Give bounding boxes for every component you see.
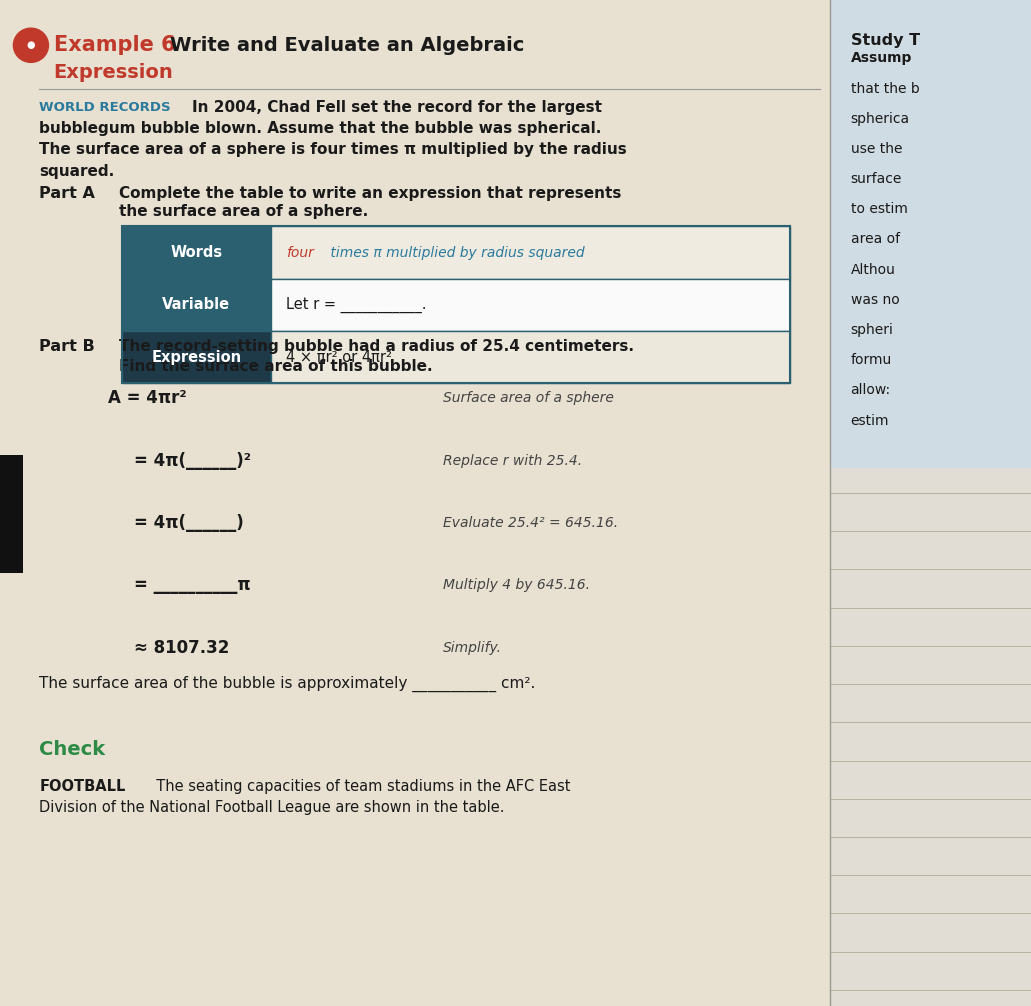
Text: spherica: spherica	[851, 112, 909, 126]
Text: that the b: that the b	[851, 81, 920, 96]
Bar	[122, 279, 271, 331]
Text: squared.: squared.	[39, 164, 114, 178]
Text: Simplify.: Simplify.	[443, 641, 502, 655]
Text: In 2004, Chad Fell set the record for the largest: In 2004, Chad Fell set the record for th…	[192, 101, 602, 115]
Text: Part A: Part A	[39, 186, 95, 200]
Text: was no: was no	[851, 293, 899, 307]
Text: The seating capacities of team stadiums in the AFC East: The seating capacities of team stadiums …	[147, 780, 571, 794]
Text: allow:: allow:	[851, 383, 891, 397]
Bar	[122, 331, 271, 383]
Text: Assump: Assump	[851, 51, 912, 65]
Text: A = 4πr²: A = 4πr²	[108, 389, 187, 407]
Text: Replace r with 25.4.: Replace r with 25.4.	[443, 454, 583, 468]
Text: Expression: Expression	[54, 63, 173, 81]
Bar	[271, 331, 790, 383]
Text: The record-setting bubble had a radius of 25.4 centimeters.: The record-setting bubble had a radius o…	[119, 339, 634, 353]
Text: Words: Words	[170, 245, 223, 260]
Text: Complete the table to write an expression that represents: Complete the table to write an expressio…	[119, 186, 621, 200]
Bar	[0, 455, 23, 573]
Text: Multiply 4 by 645.16.: Multiply 4 by 645.16.	[443, 578, 591, 593]
Text: Althou: Althou	[851, 263, 896, 277]
Text: Study T: Study T	[851, 33, 920, 47]
Text: area of: area of	[851, 232, 900, 246]
Text: Division of the National Football League are shown in the table.: Division of the National Football League…	[39, 801, 505, 815]
Text: Expression: Expression	[152, 350, 241, 364]
Bar	[830, 0, 1031, 468]
Text: bubblegum bubble blown. Assume that the bubble was spherical.: bubblegum bubble blown. Assume that the …	[39, 122, 601, 136]
Text: The surface area of the bubble is approximately ___________ cm².: The surface area of the bubble is approx…	[39, 676, 535, 692]
Text: = __________π: = __________π	[134, 576, 251, 595]
Text: The surface area of a sphere is four times π multiplied by the radius: The surface area of a sphere is four tim…	[39, 143, 627, 157]
Text: Surface area of a sphere: Surface area of a sphere	[443, 391, 614, 405]
Text: Example 6: Example 6	[54, 35, 175, 55]
Circle shape	[13, 28, 48, 62]
Text: Part B: Part B	[39, 339, 95, 353]
Text: use the: use the	[851, 142, 902, 156]
Text: four: four	[286, 245, 313, 260]
Text: ≈ 8107.32: ≈ 8107.32	[134, 639, 230, 657]
Text: Variable: Variable	[162, 298, 231, 312]
Text: spheri: spheri	[851, 323, 894, 337]
Text: the surface area of a sphere.: the surface area of a sphere.	[119, 204, 368, 218]
Text: to estim: to estim	[851, 202, 907, 216]
Text: times π multiplied by radius squared: times π multiplied by radius squared	[326, 245, 585, 260]
Text: FOOTBALL: FOOTBALL	[39, 780, 126, 794]
Text: surface: surface	[851, 172, 902, 186]
Bar	[830, 468, 1031, 1006]
Text: formu: formu	[851, 353, 892, 367]
Text: Evaluate 25.4² = 645.16.: Evaluate 25.4² = 645.16.	[443, 516, 619, 530]
Bar	[122, 226, 790, 383]
Text: Check: Check	[39, 740, 105, 759]
Bar	[271, 226, 790, 279]
Text: ●: ●	[27, 40, 35, 50]
Bar	[122, 226, 271, 279]
Text: 4 × πr² or 4πr²: 4 × πr² or 4πr²	[286, 350, 392, 364]
Text: WORLD RECORDS: WORLD RECORDS	[39, 102, 171, 114]
Bar	[271, 279, 790, 331]
Text: Let r = ___________.: Let r = ___________.	[286, 297, 426, 313]
Text: estim: estim	[851, 413, 889, 428]
Text: Write and Evaluate an Algebraic: Write and Evaluate an Algebraic	[170, 36, 525, 54]
Text: Find the surface area of this bubble.: Find the surface area of this bubble.	[119, 359, 432, 373]
Text: = 4π(______): = 4π(______)	[134, 514, 243, 532]
Text: = 4π(______)²: = 4π(______)²	[134, 452, 251, 470]
